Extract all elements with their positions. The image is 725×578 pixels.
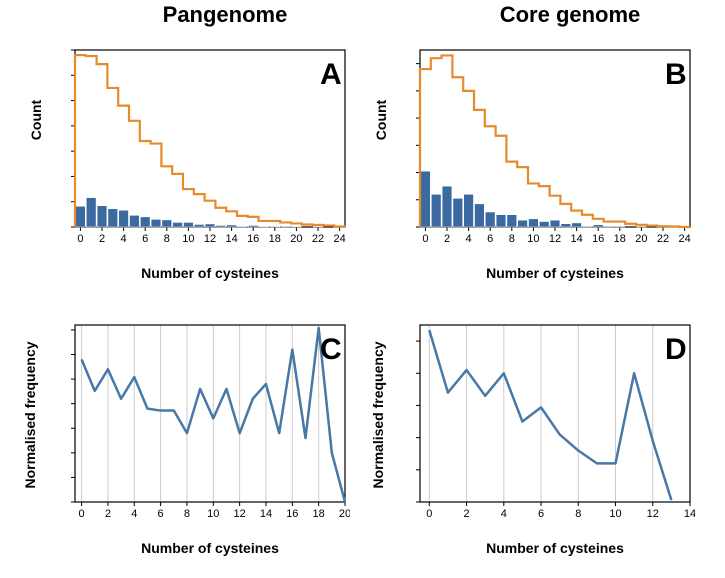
panel-D-ylabel: Normalised frequency (370, 340, 386, 490)
svg-text:8: 8 (575, 508, 581, 520)
chart-D-svg: 024681012140.000.050.100.150.200.25 (415, 320, 695, 520)
svg-text:22: 22 (657, 233, 669, 245)
svg-text:16: 16 (592, 233, 604, 245)
svg-text:18: 18 (269, 233, 281, 245)
svg-text:10: 10 (182, 233, 194, 245)
svg-text:18: 18 (313, 508, 325, 520)
svg-text:6: 6 (538, 508, 544, 520)
svg-text:22: 22 (312, 233, 324, 245)
svg-text:8: 8 (509, 233, 515, 245)
svg-text:18: 18 (614, 233, 626, 245)
svg-text:0: 0 (79, 508, 85, 520)
chart-B-svg: 0246810121416182022240100200300400500600 (415, 45, 695, 245)
panel-C-ylabel: Normalised frequency (22, 340, 38, 490)
svg-text:10: 10 (527, 233, 539, 245)
column-title-right: Core genome (445, 2, 695, 28)
svg-text:12: 12 (234, 508, 246, 520)
svg-text:6: 6 (158, 508, 164, 520)
svg-text:10: 10 (609, 508, 621, 520)
panel-B-ylabel: Count (373, 70, 389, 170)
svg-text:16: 16 (286, 508, 298, 520)
svg-text:0: 0 (422, 233, 428, 245)
svg-text:8: 8 (184, 508, 190, 520)
svg-text:12: 12 (647, 508, 659, 520)
svg-text:2: 2 (105, 508, 111, 520)
svg-text:24: 24 (333, 233, 345, 245)
panel-A-xlabel: Number of cysteines (70, 265, 350, 281)
panel-C: 024681012141618200.0000.0250.0500.0750.1… (70, 320, 350, 520)
svg-text:4: 4 (121, 233, 127, 245)
svg-text:4: 4 (466, 233, 472, 245)
panel-label-C: C (320, 333, 342, 367)
svg-text:8: 8 (164, 233, 170, 245)
panel-label-A: A (320, 58, 342, 92)
figure-2x2: Pangenome Core genome 024681012141618202… (0, 0, 725, 578)
chart-C-svg: 024681012141618200.0000.0250.0500.0750.1… (70, 320, 350, 520)
panel-label-D: D (665, 333, 687, 367)
svg-text:0: 0 (426, 508, 432, 520)
svg-text:2: 2 (444, 233, 450, 245)
panel-C-xlabel: Number of cysteines (70, 540, 350, 556)
svg-text:6: 6 (142, 233, 148, 245)
svg-text:6: 6 (487, 233, 493, 245)
panel-A: 0246810121416182022240500100015002000250… (70, 45, 350, 245)
svg-text:16: 16 (247, 233, 259, 245)
column-title-left: Pangenome (110, 2, 340, 28)
svg-text:10: 10 (207, 508, 219, 520)
svg-text:2: 2 (99, 233, 105, 245)
svg-text:20: 20 (290, 233, 302, 245)
panel-D: 024681012140.000.050.100.150.200.25 (415, 320, 695, 520)
chart-A-svg: 0246810121416182022240500100015002000250… (70, 45, 350, 245)
svg-text:12: 12 (549, 233, 561, 245)
svg-text:2: 2 (463, 508, 469, 520)
panel-label-B: B (665, 58, 687, 92)
svg-text:4: 4 (131, 508, 137, 520)
panel-B: 0246810121416182022240100200300400500600 (415, 45, 695, 245)
svg-text:24: 24 (678, 233, 690, 245)
panel-A-ylabel: Count (28, 70, 44, 170)
svg-text:14: 14 (570, 233, 582, 245)
svg-text:12: 12 (204, 233, 216, 245)
panel-B-xlabel: Number of cysteines (415, 265, 695, 281)
svg-text:20: 20 (339, 508, 350, 520)
svg-text:14: 14 (225, 233, 237, 245)
svg-text:14: 14 (684, 508, 695, 520)
svg-text:4: 4 (501, 508, 507, 520)
panel-D-xlabel: Number of cysteines (415, 540, 695, 556)
svg-text:20: 20 (635, 233, 647, 245)
svg-text:14: 14 (260, 508, 272, 520)
svg-text:0: 0 (77, 233, 83, 245)
